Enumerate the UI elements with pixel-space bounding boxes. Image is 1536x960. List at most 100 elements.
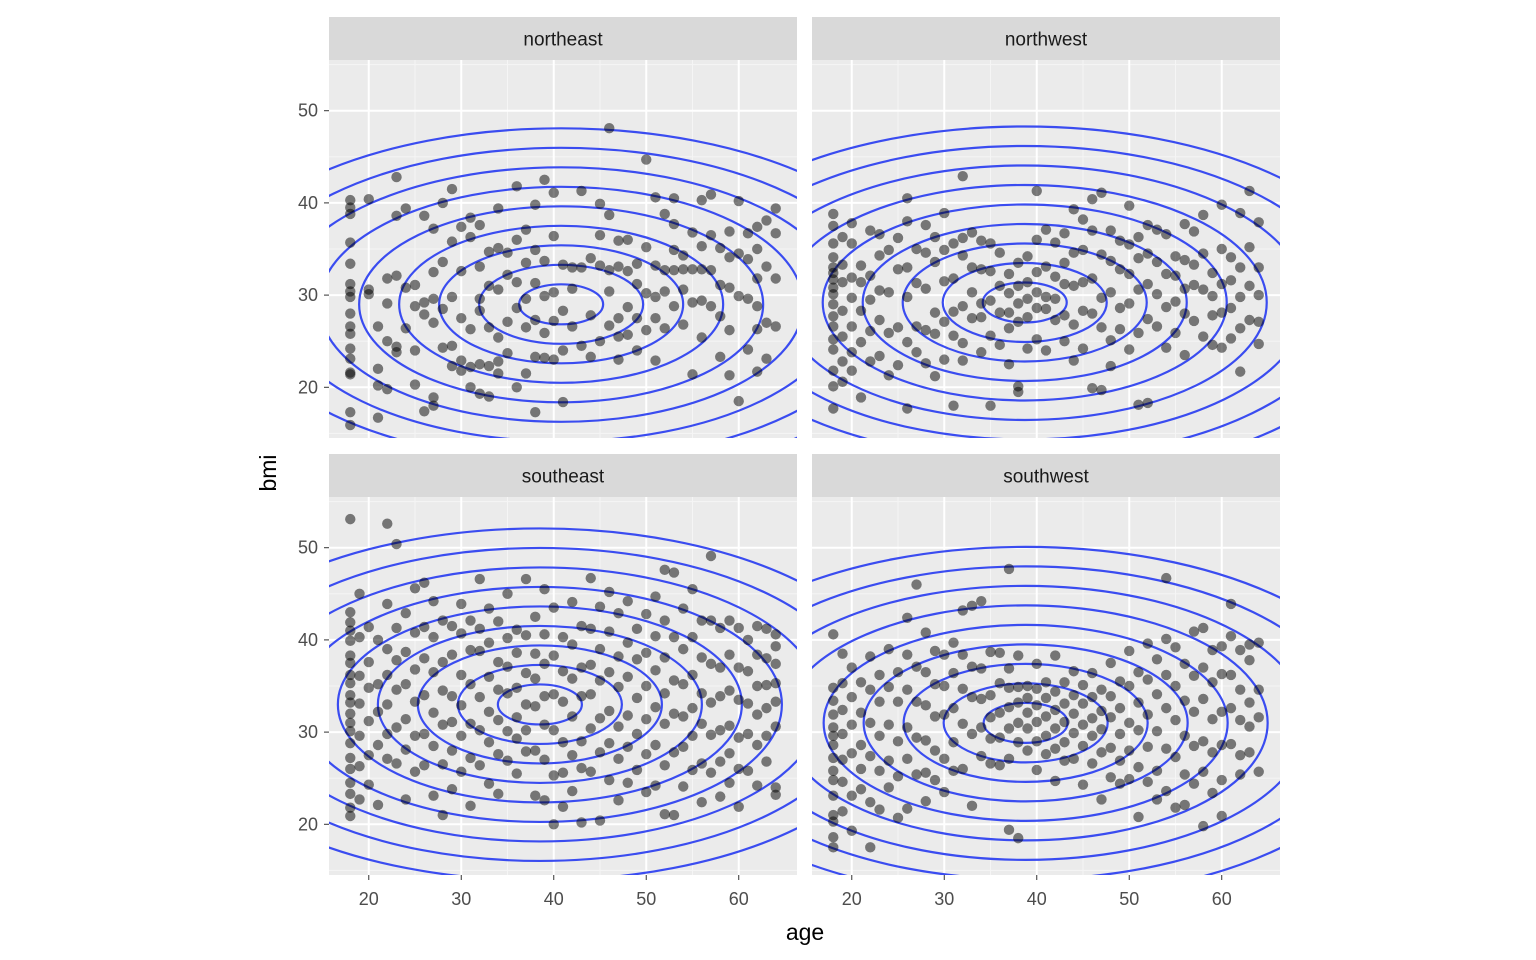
data-point [1244,639,1255,650]
data-point [1050,775,1061,787]
data-point [520,293,532,304]
data-point [837,376,848,387]
data-point [957,355,968,366]
data-point [948,737,959,748]
data-point [939,316,950,328]
data-point [828,403,839,414]
data-point [400,607,411,619]
data-point [1105,225,1116,236]
data-point [902,684,913,695]
data-point [539,174,550,186]
data-point [557,801,569,812]
data-point [539,290,550,302]
data-point [705,729,717,741]
y-tick-label: 30 [298,285,318,305]
data-point [1003,563,1015,575]
data-point [650,291,661,303]
density-contour-line [812,584,1280,861]
data-point [828,774,839,786]
data-point [372,380,384,391]
data-point [345,625,356,636]
data-point [539,690,550,702]
data-point [911,732,922,743]
data-point [511,181,522,192]
data-point [1013,681,1024,693]
data-point [428,392,439,403]
data-point [1161,342,1172,353]
data-point [929,256,941,268]
data-point [705,658,717,670]
data-point [994,707,1005,718]
data-point [874,229,885,240]
data-point [837,259,848,270]
data-point [576,262,587,273]
data-point [1216,342,1227,353]
data-point [837,305,848,316]
data-point [493,368,504,379]
data-point [604,320,615,331]
data-point [548,602,559,613]
data-point [483,280,495,292]
data-point [752,300,763,312]
data-point [382,273,393,284]
data-point [1003,702,1015,713]
x-tick-label: 20 [842,889,862,909]
data-point [892,696,904,707]
data-point [1161,268,1172,280]
data-point [456,730,467,741]
data-point [345,650,356,661]
data-point [1188,315,1200,327]
data-point [530,406,541,418]
data-point [345,308,356,319]
data-point [650,780,661,791]
data-point [1244,185,1255,197]
data-point [1022,692,1033,704]
data-point [622,265,633,277]
data-point [1151,689,1163,700]
data-point [874,285,885,296]
data-point [846,347,857,358]
data-point [1031,334,1042,345]
density-contour-line [861,222,1188,383]
data-point [705,550,717,562]
data-point [837,776,848,788]
data-point [929,774,941,786]
data-point [409,279,421,291]
data-point [1077,244,1089,256]
data-point [428,595,439,607]
data-point [345,777,356,789]
data-point [1244,314,1255,326]
data-point [929,745,941,756]
data-point [650,312,661,324]
data-point [929,231,941,243]
density-contour-line [812,565,1280,875]
data-point [705,767,717,778]
data-point [345,208,356,220]
data-point [437,656,448,668]
data-point [419,309,430,320]
data-point [752,709,763,720]
data-point [1216,706,1227,718]
data-point [530,199,541,210]
data-point [548,725,559,736]
data-point [530,790,541,801]
data-point [659,286,670,297]
data-point [994,339,1005,351]
data-point [493,203,504,214]
data-point [976,722,987,733]
data-point [363,682,374,694]
density-contour-line [941,261,1108,344]
strip-northeast [329,17,797,60]
data-point [548,230,559,242]
data-point [1124,680,1135,692]
data-point [966,287,978,298]
data-point [705,300,717,312]
strip-northwest [812,17,1280,60]
data-point [696,758,707,769]
data-point [957,170,968,182]
data-point [1068,727,1079,739]
data-point [502,269,513,281]
data-point [883,327,894,339]
data-point [1207,267,1218,279]
data-point [1216,307,1227,318]
